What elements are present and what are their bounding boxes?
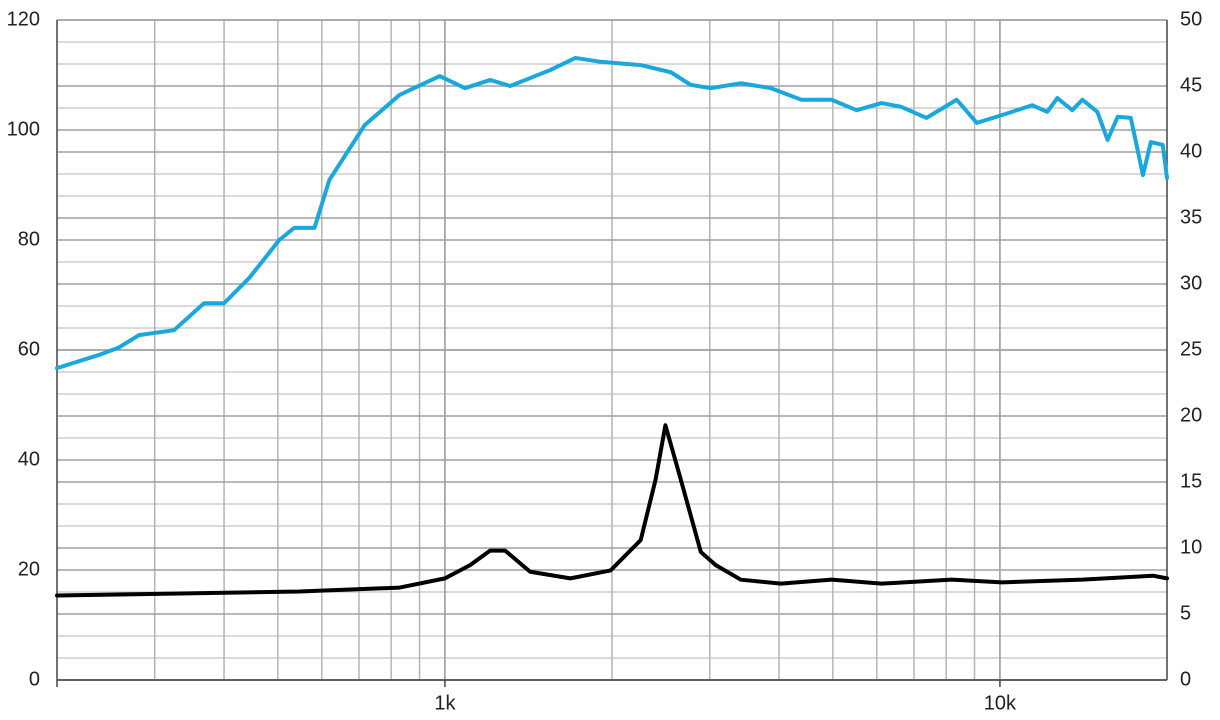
y2-tick-label: 30: [1180, 272, 1202, 294]
y-tick-label: 0: [29, 668, 40, 690]
x-tick-label: 10k: [984, 692, 1017, 714]
series-line: [55, 55, 1169, 371]
y2-tick-label: 45: [1180, 74, 1202, 96]
y2-tick-label: 0: [1180, 668, 1191, 690]
y2-tick-label: 25: [1180, 338, 1202, 360]
x-tick-label: 1k: [434, 692, 456, 714]
y2-tick-label: 20: [1180, 404, 1202, 426]
y2-tick-label: 10: [1180, 536, 1202, 558]
y2-tick-label: 5: [1180, 602, 1191, 624]
y-tick-label: 60: [18, 338, 40, 360]
series-line: [55, 423, 1169, 598]
y2-tick-label: 35: [1180, 206, 1202, 228]
y-tick-label: 80: [18, 228, 40, 250]
y2-tick-label: 15: [1180, 470, 1202, 492]
y-tick-label: 100: [7, 118, 40, 140]
y2-tick-label: 40: [1180, 140, 1202, 162]
y2-tick-label: 50: [1180, 8, 1202, 30]
y-tick-label: 20: [18, 558, 40, 580]
y-tick-label: 40: [18, 448, 40, 470]
y-tick-label: 120: [7, 8, 40, 30]
